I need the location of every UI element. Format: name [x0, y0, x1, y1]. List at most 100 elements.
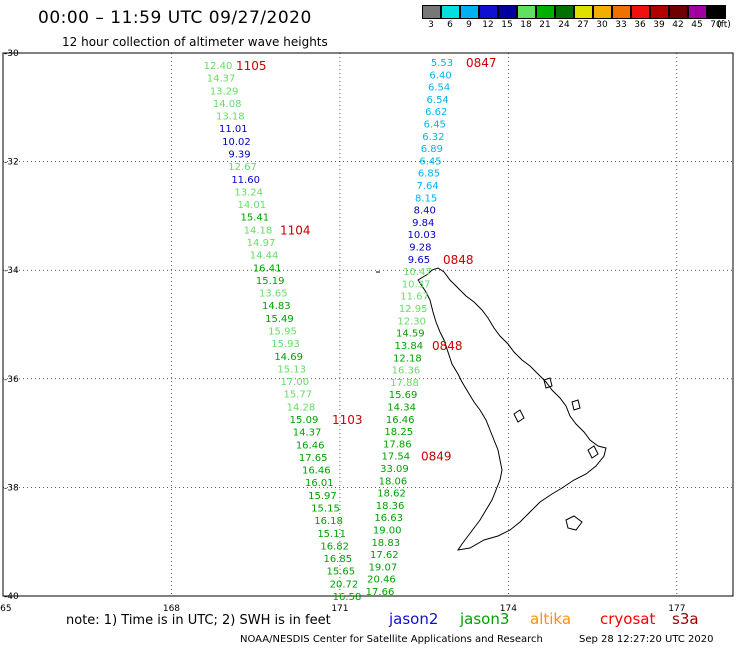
wave-height-label: 15.65	[327, 567, 356, 578]
color-swatch	[479, 5, 498, 19]
pass-time-label: 0847	[466, 56, 497, 70]
island-outline	[565, 515, 583, 531]
pass-time-label: 1103	[332, 413, 363, 427]
color-scale-label: 39	[653, 20, 665, 30]
wave-height-label: 17.62	[370, 550, 399, 561]
wave-height-label: 8.15	[415, 193, 437, 204]
color-scale-label: 33	[615, 20, 627, 30]
wave-height-label: 12.67	[228, 162, 257, 173]
latitude-label: -36	[4, 375, 19, 385]
color-scale-label: 15	[501, 20, 513, 30]
color-swatch	[555, 5, 574, 19]
wave-height-label: 15.93	[271, 339, 300, 350]
color-swatch	[498, 5, 517, 19]
wave-height-label: 15.69	[389, 390, 418, 401]
wave-height-label: 19.00	[373, 525, 402, 536]
wave-height-label: 13.29	[210, 86, 239, 97]
wave-height-label: 6.89	[421, 144, 443, 155]
wave-height-label: 5.53	[431, 58, 453, 69]
wave-height-label: 16.18	[314, 516, 343, 527]
wave-height-label: 16.85	[323, 554, 352, 565]
color-scale-label: 70	[710, 20, 722, 30]
wave-height-label: 17.65	[299, 453, 328, 464]
map-frame	[2, 52, 734, 597]
wave-height-label: 13.84	[395, 341, 424, 352]
longitude-label: 171	[331, 604, 348, 614]
wave-height-label: 16.63	[374, 513, 403, 524]
wave-height-label: 13.65	[259, 289, 288, 300]
wave-height-label: 12.18	[393, 353, 422, 364]
color-scale-label: 45	[691, 20, 703, 30]
wave-height-label: 13.18	[216, 112, 245, 123]
color-scale-label: 18	[520, 20, 532, 30]
wave-height-label: 11.67	[400, 292, 429, 303]
wave-height-label: 15.13	[277, 364, 306, 375]
longitude-label: 177	[668, 604, 685, 614]
color-scale-label: 24	[558, 20, 570, 30]
footer-note: note: 1) Time is in UTC; 2) SWH is in fe…	[66, 613, 331, 628]
legend-jason3: jason3	[460, 610, 510, 628]
wave-height-label: 6.54	[428, 83, 450, 94]
wave-height-label: 15.11	[317, 529, 346, 540]
wave-height-label: 17.00	[280, 377, 309, 388]
legend-s3a: s3a	[672, 610, 699, 628]
island-outline	[571, 399, 581, 411]
wave-height-label: 13.24	[234, 187, 263, 198]
legend-cryosat: cryosat	[600, 610, 656, 628]
page-title: 00:00 – 11:59 UTC 09/27/2020	[38, 8, 312, 28]
wave-height-label: 14.97	[247, 238, 276, 249]
wave-height-label: 9.84	[412, 218, 434, 229]
wave-height-label: 18.62	[377, 489, 406, 500]
wave-height-label: 6.62	[425, 107, 447, 118]
wave-height-label: 16.36	[392, 366, 421, 377]
wave-height-label: 7.64	[416, 181, 438, 192]
wave-height-label: 6.32	[422, 132, 444, 143]
pass-time-label: 0848	[432, 339, 463, 353]
wave-height-label: 14.34	[387, 402, 416, 413]
longitude-label: 168	[163, 604, 180, 614]
wave-height-label: 14.01	[237, 200, 266, 211]
pass-time-label: 1104	[280, 223, 311, 237]
color-swatch	[574, 5, 593, 19]
color-scale-label: 6	[447, 20, 453, 30]
wave-height-label: 15.95	[268, 327, 297, 338]
color-scale-label: 12	[482, 20, 494, 30]
wave-height-label: 15.19	[256, 276, 285, 287]
wave-height-label: 14.08	[213, 99, 242, 110]
credit-line: NOAA/NESDIS Center for Satellite Applica…	[240, 634, 543, 645]
wave-height-label: 16.82	[320, 541, 349, 552]
color-swatch	[593, 5, 612, 19]
color-swatch	[422, 5, 441, 19]
color-scale-label: 21	[539, 20, 551, 30]
wave-height-label: 10.02	[222, 137, 251, 148]
island-outline	[513, 409, 525, 423]
wave-height-label: 15.15	[311, 504, 340, 515]
color-scale-unit: (ft)	[717, 20, 731, 30]
wave-height-label: 12.30	[397, 316, 426, 327]
wave-height-label: 6.85	[418, 169, 440, 180]
wave-height-label: 16.46	[296, 440, 325, 451]
latitude-label: -38	[4, 483, 19, 493]
latitude-label: -34	[4, 266, 19, 276]
longitude-label: 174	[500, 604, 517, 614]
wave-height-label: 6.45	[424, 120, 446, 131]
wave-height-label: 14.37	[293, 428, 322, 439]
wave-height-label: 10.37	[402, 279, 431, 290]
wave-height-label: 11.60	[231, 175, 260, 186]
color-swatch	[650, 5, 669, 19]
color-swatch	[441, 5, 460, 19]
wave-height-label: 18.06	[379, 476, 408, 487]
color-scale-label: 27	[577, 20, 589, 30]
color-swatch	[669, 5, 688, 19]
wave-height-label: 14.28	[287, 402, 316, 413]
wave-height-label: 14.83	[262, 301, 291, 312]
wave-height-label: 15.49	[265, 314, 294, 325]
wave-height-label: 15.97	[308, 491, 337, 502]
wave-height-label: 12.40	[204, 61, 233, 72]
wave-height-label: 16.01	[305, 478, 334, 489]
wave-height-label: 14.69	[274, 352, 303, 363]
wave-height-label: 9.28	[409, 243, 431, 254]
latitude-label: -40	[4, 592, 19, 602]
wave-height-label: 16.58	[333, 592, 362, 603]
color-swatch	[612, 5, 631, 19]
